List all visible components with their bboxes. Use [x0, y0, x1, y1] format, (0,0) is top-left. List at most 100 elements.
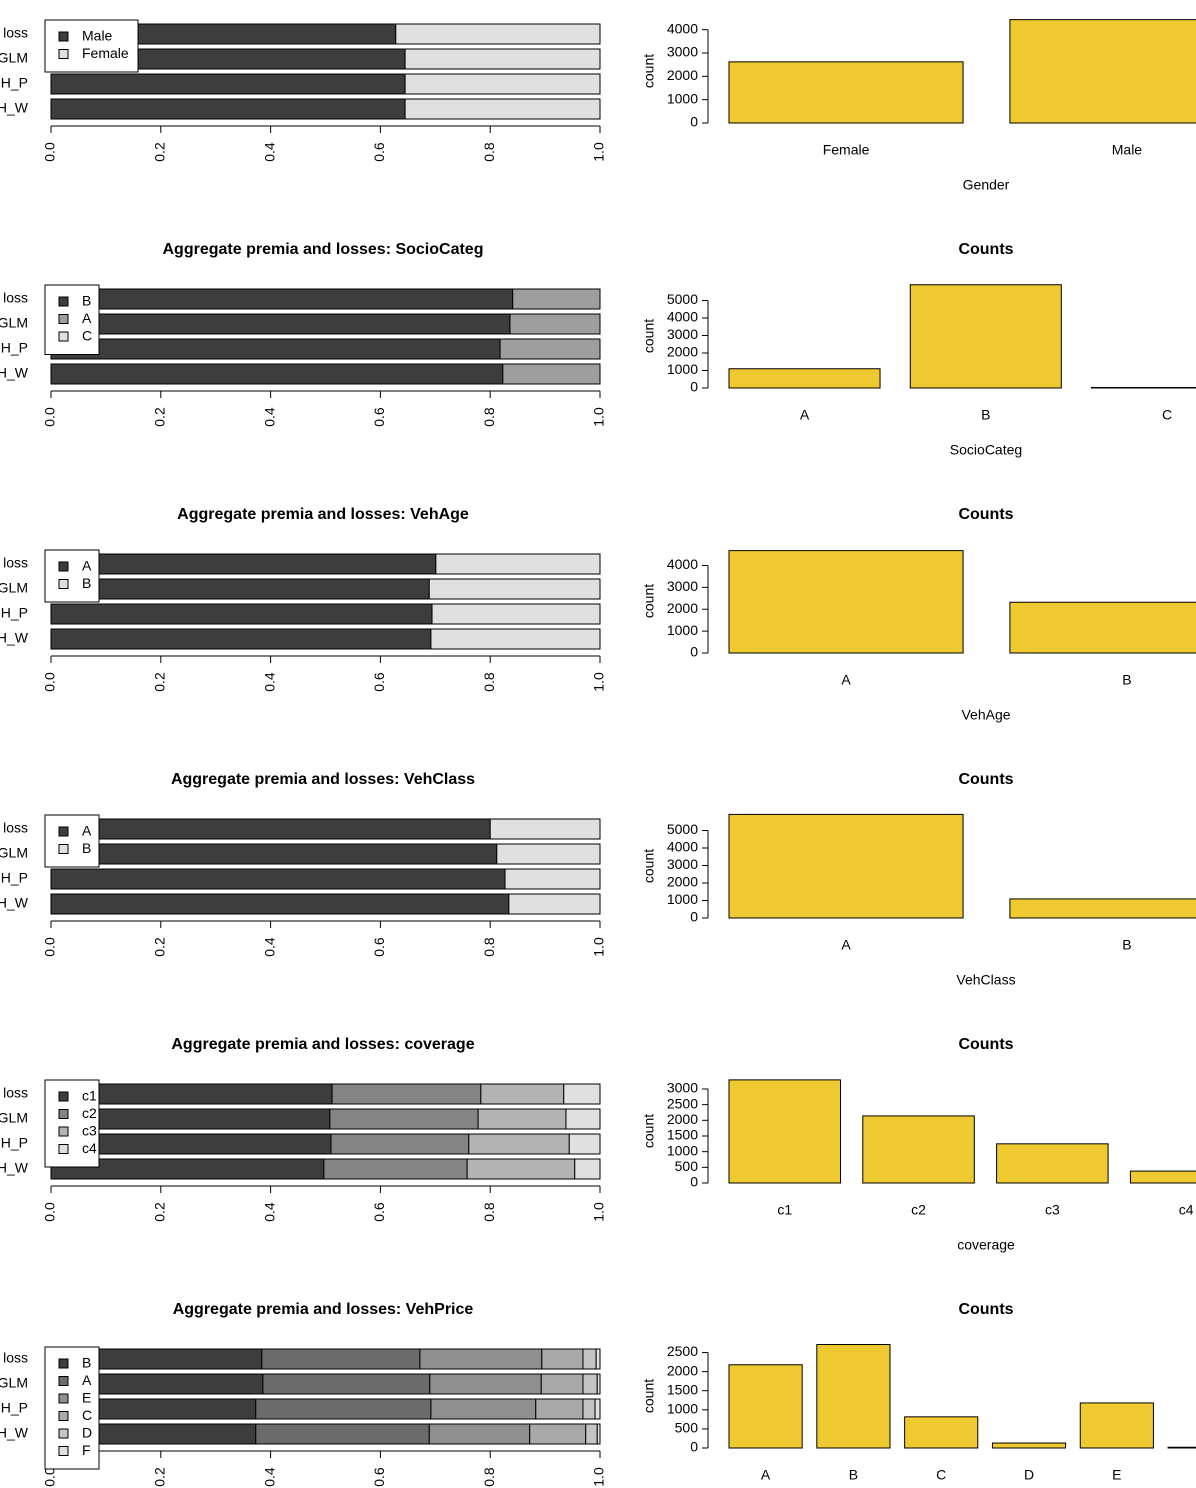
bar-segment	[480, 1083, 565, 1105]
bar	[909, 284, 1062, 389]
bar-segment	[329, 1108, 479, 1130]
legend-swatch	[58, 1393, 69, 1404]
x-axis-label: VehClass	[956, 972, 1015, 988]
legend-box	[44, 549, 100, 603]
bar-segment	[540, 1373, 584, 1395]
bar-segment	[435, 553, 601, 575]
legend-label: A	[82, 1372, 92, 1388]
bar-segment	[489, 818, 601, 840]
y-tick-label: 5000	[667, 821, 698, 837]
bar-segment	[582, 1348, 597, 1370]
x-axis-label: coverage	[957, 1237, 1015, 1253]
x-tick-label: 0.4	[261, 142, 277, 162]
bar-segment	[509, 313, 601, 335]
x-tick-label: 0.8	[481, 672, 497, 692]
x-tick-label: 0.4	[261, 672, 277, 692]
x-tick-label: A	[761, 1467, 771, 1483]
x-tick-label: 1.0	[591, 142, 607, 162]
bar-segment	[477, 1108, 567, 1130]
x-tick-label: 0.2	[152, 1202, 168, 1222]
bar	[1009, 601, 1196, 654]
chart-title: Aggregate premia and losses: VehAge	[177, 506, 469, 523]
x-tick-label: 0.8	[481, 1467, 497, 1487]
y-axis-label: count	[641, 1379, 657, 1413]
row-label: H_W	[0, 1160, 29, 1176]
legend-swatch	[58, 1428, 69, 1439]
bar-segment	[50, 603, 433, 625]
bar	[1009, 898, 1196, 919]
x-tick-label: 0.0	[42, 142, 58, 162]
bar	[728, 1079, 841, 1184]
chart-title: Aggregate premia and losses: SocioCateg	[163, 241, 484, 258]
legend-label: F	[82, 1442, 91, 1458]
y-axis-label: count	[641, 584, 657, 618]
legend-swatch	[58, 561, 69, 572]
row-label: H_W	[0, 1425, 29, 1441]
y-tick-label: 2000	[667, 600, 698, 616]
x-tick-label: 0.2	[152, 142, 168, 162]
x-tick-label: 0.2	[152, 1467, 168, 1487]
legend-swatch	[58, 844, 69, 854]
chart-title: Counts	[958, 506, 1013, 523]
bar-segment	[50, 288, 514, 310]
legend-label: c4	[82, 1140, 97, 1156]
bar-segment	[568, 1133, 601, 1155]
y-tick-label: 1500	[667, 1127, 698, 1143]
row-label: H_P	[1, 340, 28, 356]
bar-segment	[504, 868, 601, 890]
bar	[816, 1344, 891, 1449]
x-tick-label: 1.0	[591, 672, 607, 692]
y-tick-label: 1000	[667, 361, 698, 377]
legend-swatch	[58, 1411, 69, 1421]
legend-label: C	[82, 1407, 92, 1423]
bar-segment	[466, 1158, 576, 1180]
x-tick-label: C	[1162, 407, 1172, 423]
bar-segment	[496, 843, 601, 865]
row-label: H_P	[1, 605, 28, 621]
row-label: GLM	[0, 845, 28, 861]
legend-swatch	[58, 579, 69, 589]
row-label: H_W	[0, 895, 29, 911]
row-label: loss	[3, 1350, 28, 1366]
x-tick-label: c1	[777, 1202, 792, 1218]
y-tick-label: 3000	[667, 856, 698, 872]
legend-label: B	[82, 293, 91, 309]
row-label: H_W	[0, 100, 29, 116]
legend-swatch	[58, 1376, 69, 1386]
bar-segment	[50, 818, 491, 840]
x-tick-label: 0.2	[152, 937, 168, 957]
legend-box	[44, 814, 100, 868]
x-tick-label: c2	[911, 1202, 926, 1218]
row-label: GLM	[0, 1375, 28, 1391]
row-label: GLM	[0, 580, 28, 596]
bar-segment	[468, 1133, 570, 1155]
legend-label: c1	[82, 1088, 97, 1104]
x-tick-label: 0.2	[152, 407, 168, 427]
x-tick-label: 0.4	[261, 1202, 277, 1222]
y-tick-label: 3000	[667, 326, 698, 342]
legend-box	[44, 19, 139, 73]
bar-segment	[255, 1398, 432, 1420]
bar-segment	[428, 1423, 531, 1445]
bar-segment	[594, 1398, 601, 1420]
bar-segment	[419, 1348, 543, 1370]
legend-swatch	[58, 314, 69, 324]
bar-segment	[541, 1348, 584, 1370]
y-tick-label: 1000	[667, 891, 698, 907]
bar-segment	[330, 1133, 470, 1155]
y-tick-label: 2000	[667, 344, 698, 360]
bar-segment	[50, 868, 506, 890]
x-tick-label: 0.4	[261, 937, 277, 957]
legend-label: c3	[82, 1123, 97, 1139]
bar-segment	[430, 1398, 537, 1420]
y-tick-label: 1000	[667, 1142, 698, 1158]
x-axis-label: VehAge	[961, 707, 1010, 723]
legend-label: D	[82, 1425, 92, 1441]
bar-segment	[582, 1373, 598, 1395]
y-tick-label: 1000	[667, 1401, 698, 1417]
y-tick-label: 4000	[667, 839, 698, 855]
bar	[904, 1416, 979, 1449]
chart-title: Aggregate premia and losses: VehPrice	[173, 1301, 474, 1318]
bar	[996, 1143, 1109, 1184]
legend-swatch	[58, 49, 69, 59]
